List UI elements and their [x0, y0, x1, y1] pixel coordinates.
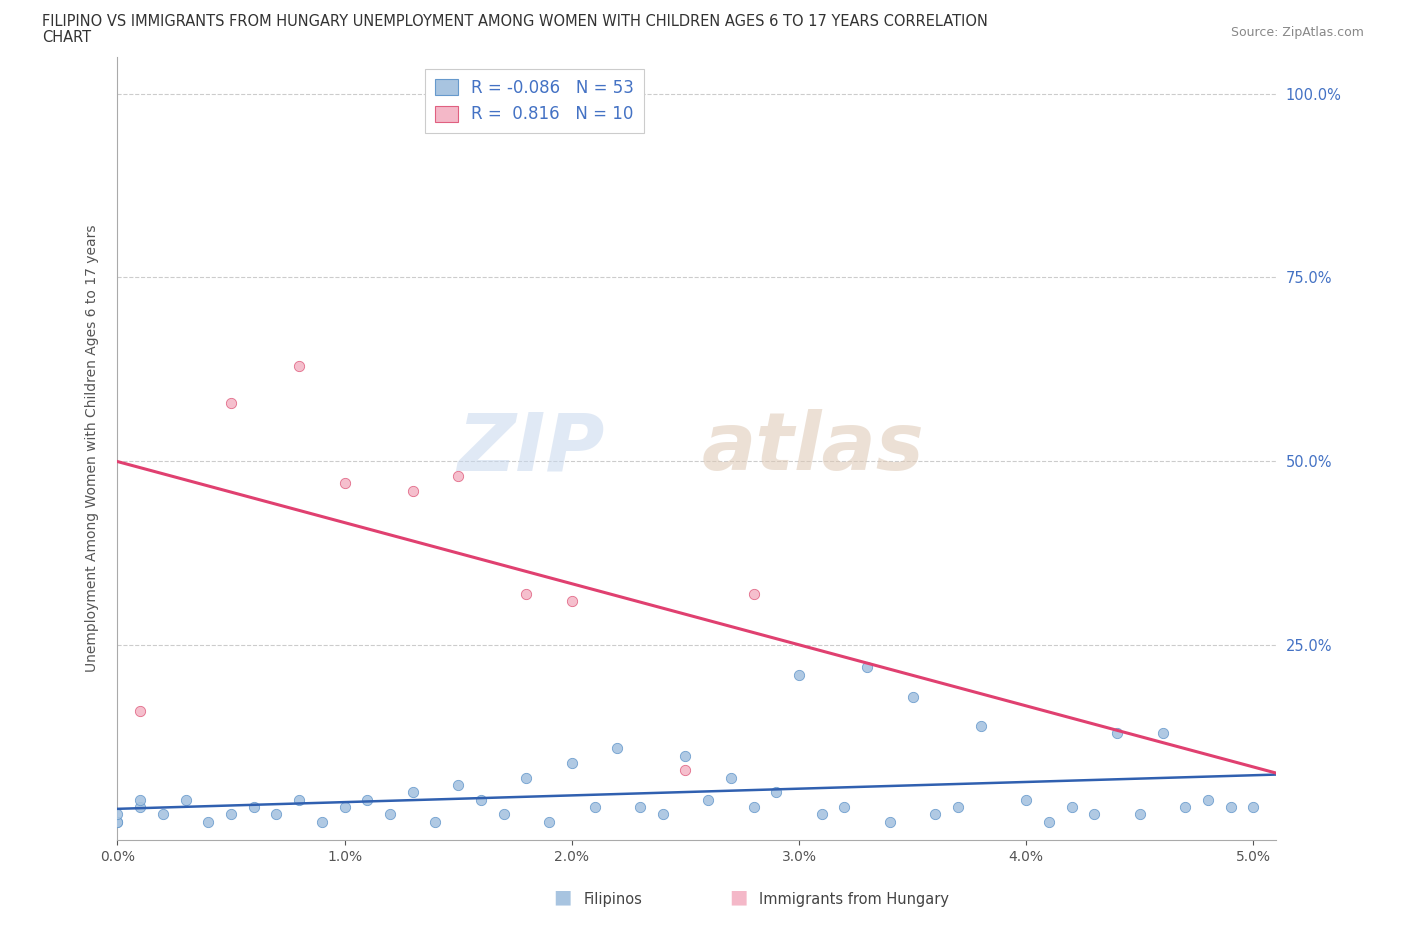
Point: [333, 476, 356, 491]
Point: [242, 800, 264, 815]
Point: [1219, 800, 1241, 815]
Y-axis label: Unemployment Among Women with Children Ages 6 to 17 years: Unemployment Among Women with Children A…: [86, 225, 100, 672]
Point: [1015, 792, 1038, 807]
Text: ■: ■: [728, 888, 748, 907]
Point: [129, 800, 152, 815]
Point: [105, 807, 128, 822]
Text: Immigrants from Hungary: Immigrants from Hungary: [759, 892, 949, 907]
Text: ■: ■: [553, 888, 572, 907]
Point: [1174, 800, 1197, 815]
Point: [1083, 807, 1105, 822]
Point: [288, 358, 311, 373]
Point: [356, 792, 378, 807]
Point: [787, 667, 810, 682]
Point: [742, 586, 765, 601]
Point: [105, 815, 128, 830]
Legend: R = -0.086   N = 53, R =  0.816   N = 10: R = -0.086 N = 53, R = 0.816 N = 10: [425, 69, 644, 133]
Point: [946, 800, 969, 815]
Point: [1243, 800, 1265, 815]
Point: [197, 815, 219, 830]
Point: [129, 704, 152, 719]
Point: [583, 800, 606, 815]
Point: [333, 800, 356, 815]
Text: Filipinos: Filipinos: [583, 892, 643, 907]
Point: [402, 484, 425, 498]
Point: [515, 770, 537, 785]
Point: [447, 777, 470, 792]
Point: [402, 785, 425, 800]
Point: [219, 395, 242, 410]
Point: [856, 660, 879, 675]
Point: [174, 792, 197, 807]
Point: [1038, 815, 1060, 830]
Point: [697, 792, 720, 807]
Text: ZIP: ZIP: [457, 409, 605, 487]
Point: [515, 586, 537, 601]
Point: [378, 807, 401, 822]
Point: [628, 800, 651, 815]
Point: [1129, 807, 1152, 822]
Point: [425, 815, 447, 830]
Point: [606, 741, 628, 756]
Point: [673, 763, 696, 777]
Point: [105, 815, 128, 830]
Point: [1060, 800, 1083, 815]
Point: [1107, 726, 1129, 741]
Text: Source: ZipAtlas.com: Source: ZipAtlas.com: [1230, 26, 1364, 39]
Point: [720, 770, 742, 785]
Point: [311, 815, 333, 830]
Point: [561, 755, 583, 770]
Point: [742, 800, 765, 815]
Point: [447, 469, 470, 484]
Point: [651, 807, 673, 822]
Point: [901, 689, 924, 704]
Point: [492, 807, 515, 822]
Point: [834, 800, 856, 815]
Text: FILIPINO VS IMMIGRANTS FROM HUNGARY UNEMPLOYMENT AMONG WOMEN WITH CHILDREN AGES : FILIPINO VS IMMIGRANTS FROM HUNGARY UNEM…: [42, 14, 988, 29]
Point: [561, 593, 583, 608]
Point: [470, 792, 492, 807]
Point: [1197, 792, 1219, 807]
Point: [152, 807, 174, 822]
Text: atlas: atlas: [702, 409, 924, 487]
Point: [219, 807, 242, 822]
Point: [673, 748, 696, 763]
Point: [288, 792, 311, 807]
Point: [129, 792, 152, 807]
Point: [970, 719, 993, 734]
Point: [810, 807, 832, 822]
Point: [765, 785, 787, 800]
Point: [1152, 726, 1174, 741]
Point: [879, 815, 901, 830]
Point: [538, 815, 561, 830]
Point: [924, 807, 946, 822]
Point: [266, 807, 288, 822]
Text: CHART: CHART: [42, 30, 91, 45]
